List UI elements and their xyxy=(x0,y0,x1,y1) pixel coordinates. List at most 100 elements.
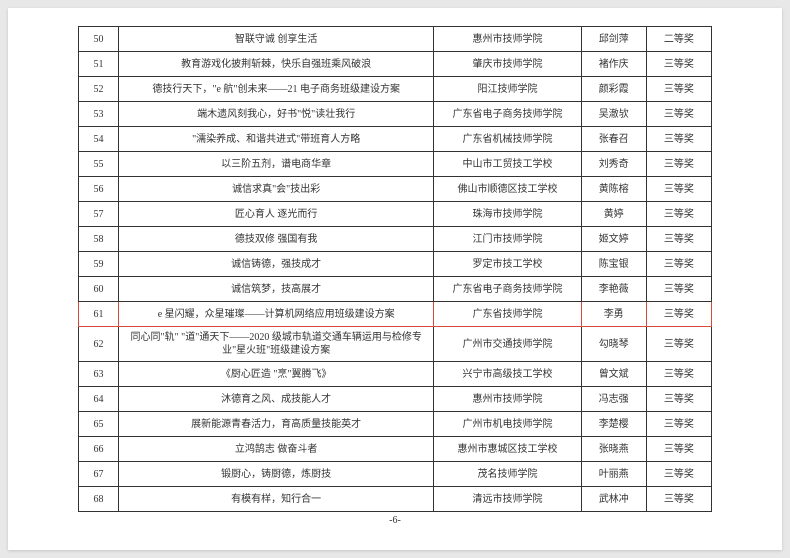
cell-award: 三等奖 xyxy=(646,152,711,177)
cell-title: e 星闪耀，众星璀璨——计算机网络应用班级建设方案 xyxy=(118,302,433,327)
cell-school: 惠州市惠城区技工学校 xyxy=(434,437,581,462)
cell-title: 诚信铸德，强技成才 xyxy=(118,252,433,277)
cell-school: 兴宁市高级技工学校 xyxy=(434,362,581,387)
cell-title: 诚信求真"会"技出彩 xyxy=(118,177,433,202)
cell-school: 珠海市技师学院 xyxy=(434,202,581,227)
cell-school: 广东省机械技师学院 xyxy=(434,127,581,152)
cell-num: 67 xyxy=(79,462,119,487)
cell-award: 三等奖 xyxy=(646,437,711,462)
cell-school: 茂名技师学院 xyxy=(434,462,581,487)
cell-award: 三等奖 xyxy=(646,327,711,362)
cell-num: 51 xyxy=(79,52,119,77)
cell-person: 武林冲 xyxy=(581,487,646,512)
cell-num: 54 xyxy=(79,127,119,152)
cell-school: 佛山市顺德区技工学校 xyxy=(434,177,581,202)
cell-num: 65 xyxy=(79,412,119,437)
cell-person: 黄婷 xyxy=(581,202,646,227)
cell-award: 三等奖 xyxy=(646,52,711,77)
cell-award: 三等奖 xyxy=(646,252,711,277)
cell-num: 55 xyxy=(79,152,119,177)
table-row: 61e 星闪耀，众星璀璨——计算机网络应用班级建设方案广东省技师学院李勇三等奖 xyxy=(79,302,712,327)
table-row: 55以三阶五剂，谱电商华章中山市工贸技工学校刘秀奇三等奖 xyxy=(79,152,712,177)
cell-award: 三等奖 xyxy=(646,462,711,487)
cell-title: 同心同"轨" "道"通天下——2020 级城市轨道交通车辆运用与检修专业"星火班… xyxy=(118,327,433,362)
cell-award: 三等奖 xyxy=(646,387,711,412)
cell-school: 广州市交通技师学院 xyxy=(434,327,581,362)
cell-person: 李艳薇 xyxy=(581,277,646,302)
table-row: 67锻厨心，铸厨德，炼厨技茂名技师学院叶丽燕三等奖 xyxy=(79,462,712,487)
table-row: 65展新能源青春活力，育高质量技能英才广州市机电技师学院李楚樱三等奖 xyxy=(79,412,712,437)
table-row: 59诚信铸德，强技成才罗定市技工学校陈宝银三等奖 xyxy=(79,252,712,277)
cell-person: 褚作庆 xyxy=(581,52,646,77)
table-row: 58德技双修 强国有我江门市技师学院姬文婷三等奖 xyxy=(79,227,712,252)
cell-person: 李楚樱 xyxy=(581,412,646,437)
cell-person: 勾晓琴 xyxy=(581,327,646,362)
cell-title: 锻厨心，铸厨德，炼厨技 xyxy=(118,462,433,487)
cell-title: 匠心育人 逐光而行 xyxy=(118,202,433,227)
cell-title: 有模有样，知行合一 xyxy=(118,487,433,512)
cell-award: 三等奖 xyxy=(646,177,711,202)
cell-title: 教育游戏化披荆斩棘，快乐自强班乘风破浪 xyxy=(118,52,433,77)
cell-title: 展新能源青春活力，育高质量技能英才 xyxy=(118,412,433,437)
cell-person: 陈宝银 xyxy=(581,252,646,277)
cell-person: 李勇 xyxy=(581,302,646,327)
cell-award: 三等奖 xyxy=(646,277,711,302)
page-number: -6- xyxy=(78,515,712,526)
cell-person: 吴澈欤 xyxy=(581,102,646,127)
table-row: 56诚信求真"会"技出彩佛山市顺德区技工学校黄陈榕三等奖 xyxy=(79,177,712,202)
cell-person: 张春召 xyxy=(581,127,646,152)
cell-school: 广东省电子商务技师学院 xyxy=(434,277,581,302)
cell-num: 61 xyxy=(79,302,119,327)
cell-title: 德技双修 强国有我 xyxy=(118,227,433,252)
cell-school: 广东省电子商务技师学院 xyxy=(434,102,581,127)
awards-table: 50智联守诚 创享生活惠州市技师学院邱剑萍二等奖51教育游戏化披荆斩棘，快乐自强… xyxy=(78,26,712,512)
cell-title: 沐德育之风、成技能人才 xyxy=(118,387,433,412)
table-row: 62同心同"轨" "道"通天下——2020 级城市轨道交通车辆运用与检修专业"星… xyxy=(79,327,712,362)
cell-school: 阳江技师学院 xyxy=(434,77,581,102)
table-row: 68有模有样，知行合一清远市技师学院武林冲三等奖 xyxy=(79,487,712,512)
cell-title: 以三阶五剂，谱电商华章 xyxy=(118,152,433,177)
cell-award: 三等奖 xyxy=(646,77,711,102)
cell-person: 张晓燕 xyxy=(581,437,646,462)
cell-school: 广州市机电技师学院 xyxy=(434,412,581,437)
cell-school: 罗定市技工学校 xyxy=(434,252,581,277)
cell-person: 冯志强 xyxy=(581,387,646,412)
cell-school: 清远市技师学院 xyxy=(434,487,581,512)
cell-person: 邱剑萍 xyxy=(581,27,646,52)
cell-person: 叶丽燕 xyxy=(581,462,646,487)
cell-num: 68 xyxy=(79,487,119,512)
table-row: 53端木遗风刻我心，好书"悦"读壮我行广东省电子商务技师学院吴澈欤三等奖 xyxy=(79,102,712,127)
cell-num: 57 xyxy=(79,202,119,227)
cell-num: 53 xyxy=(79,102,119,127)
cell-person: 颜彩霞 xyxy=(581,77,646,102)
cell-award: 二等奖 xyxy=(646,27,711,52)
document-page: 50智联守诚 创享生活惠州市技师学院邱剑萍二等奖51教育游戏化披荆斩棘，快乐自强… xyxy=(8,8,782,550)
table-row: 63《厨心匠造 "烹"翼腾飞》兴宁市高级技工学校曾文斌三等奖 xyxy=(79,362,712,387)
cell-school: 广东省技师学院 xyxy=(434,302,581,327)
cell-title: "濡染养成、和谐共进式"带班育人方略 xyxy=(118,127,433,152)
cell-award: 三等奖 xyxy=(646,362,711,387)
cell-num: 52 xyxy=(79,77,119,102)
cell-award: 三等奖 xyxy=(646,412,711,437)
cell-award: 三等奖 xyxy=(646,102,711,127)
table-body: 50智联守诚 创享生活惠州市技师学院邱剑萍二等奖51教育游戏化披荆斩棘，快乐自强… xyxy=(79,27,712,512)
cell-title: 德技行天下，"e 航"创未来——21 电子商务班级建设方案 xyxy=(118,77,433,102)
table-row: 64沐德育之风、成技能人才惠州市技师学院冯志强三等奖 xyxy=(79,387,712,412)
cell-person: 黄陈榕 xyxy=(581,177,646,202)
cell-title: 端木遗风刻我心，好书"悦"读壮我行 xyxy=(118,102,433,127)
cell-person: 刘秀奇 xyxy=(581,152,646,177)
cell-award: 三等奖 xyxy=(646,487,711,512)
cell-award: 三等奖 xyxy=(646,202,711,227)
cell-num: 62 xyxy=(79,327,119,362)
cell-person: 姬文婷 xyxy=(581,227,646,252)
cell-num: 60 xyxy=(79,277,119,302)
cell-num: 66 xyxy=(79,437,119,462)
cell-school: 惠州市技师学院 xyxy=(434,387,581,412)
cell-school: 惠州市技师学院 xyxy=(434,27,581,52)
cell-school: 江门市技师学院 xyxy=(434,227,581,252)
cell-award: 三等奖 xyxy=(646,302,711,327)
cell-title: 智联守诚 创享生活 xyxy=(118,27,433,52)
cell-num: 64 xyxy=(79,387,119,412)
cell-num: 56 xyxy=(79,177,119,202)
cell-title: 诚信筑梦，技高展才 xyxy=(118,277,433,302)
